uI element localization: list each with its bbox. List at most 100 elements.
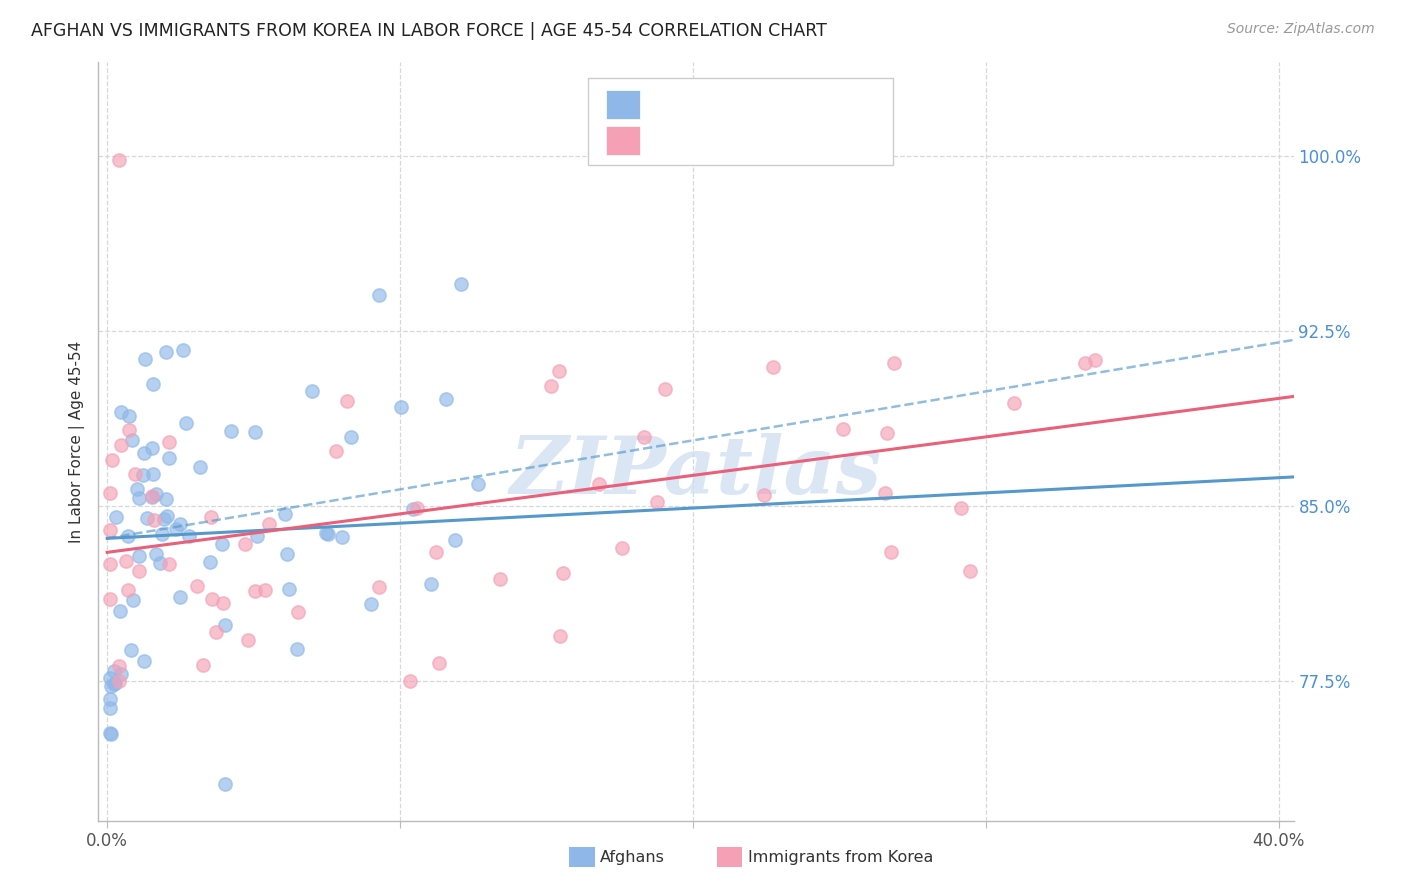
Point bbox=[104, 676, 127, 690]
Point bbox=[285, 641, 308, 656]
Point bbox=[100, 727, 122, 741]
Point bbox=[110, 666, 132, 681]
Point bbox=[132, 467, 155, 482]
Point bbox=[427, 657, 450, 671]
Point bbox=[169, 517, 191, 532]
Point bbox=[117, 582, 139, 597]
Point bbox=[259, 516, 281, 531]
Point bbox=[98, 558, 121, 572]
Text: 71: 71 bbox=[845, 95, 870, 113]
Text: Immigrants from Korea: Immigrants from Korea bbox=[748, 850, 934, 864]
Point bbox=[173, 343, 195, 358]
Point bbox=[274, 507, 297, 521]
Point bbox=[108, 659, 131, 673]
Bar bbox=[606, 126, 640, 155]
Point bbox=[110, 437, 132, 451]
Y-axis label: In Labor Force | Age 45-54: In Labor Force | Age 45-54 bbox=[69, 341, 84, 542]
Point bbox=[110, 405, 132, 419]
Point bbox=[883, 356, 905, 370]
Point bbox=[141, 489, 163, 503]
Point bbox=[402, 502, 425, 516]
Point bbox=[233, 537, 256, 551]
Point bbox=[339, 430, 361, 444]
Text: AFGHAN VS IMMIGRANTS FROM KOREA IN LABOR FORCE | AGE 45-54 CORRELATION CHART: AFGHAN VS IMMIGRANTS FROM KOREA IN LABOR… bbox=[31, 22, 827, 40]
Point bbox=[157, 450, 180, 465]
Point bbox=[316, 527, 339, 541]
Point bbox=[193, 657, 215, 672]
Point bbox=[124, 467, 146, 481]
Point bbox=[368, 288, 391, 302]
Point bbox=[434, 392, 457, 406]
Point bbox=[443, 533, 465, 547]
Point bbox=[98, 692, 121, 706]
Point bbox=[221, 424, 243, 438]
Point bbox=[135, 510, 157, 524]
Point bbox=[98, 671, 121, 685]
Text: Source: ZipAtlas.com: Source: ZipAtlas.com bbox=[1227, 22, 1375, 37]
Point bbox=[155, 491, 177, 506]
Point bbox=[128, 491, 150, 505]
Point bbox=[277, 582, 299, 596]
Point bbox=[179, 529, 201, 543]
Point bbox=[301, 384, 323, 398]
Point bbox=[1002, 396, 1025, 410]
Point bbox=[752, 488, 775, 502]
Point bbox=[633, 430, 655, 444]
Point bbox=[876, 426, 898, 441]
Point bbox=[103, 676, 125, 690]
Point bbox=[103, 664, 125, 678]
Point bbox=[134, 654, 156, 668]
Point bbox=[588, 477, 610, 491]
Point bbox=[141, 490, 163, 504]
Point bbox=[98, 592, 121, 607]
Point bbox=[212, 596, 235, 610]
Bar bbox=[606, 90, 640, 119]
Text: 0.281: 0.281 bbox=[706, 131, 762, 150]
Point bbox=[186, 579, 208, 593]
Point bbox=[425, 545, 447, 559]
Point bbox=[467, 477, 489, 491]
Text: ZIPatlas: ZIPatlas bbox=[510, 434, 882, 510]
Point bbox=[169, 590, 191, 604]
Point bbox=[155, 344, 177, 359]
Point bbox=[612, 541, 634, 555]
Text: 0.131: 0.131 bbox=[706, 95, 762, 113]
Point bbox=[959, 564, 981, 578]
Text: R =: R = bbox=[652, 131, 688, 150]
Point bbox=[236, 632, 259, 647]
Point bbox=[149, 556, 172, 570]
Point bbox=[145, 547, 167, 561]
Point bbox=[336, 393, 359, 408]
Point bbox=[190, 459, 212, 474]
Text: N =: N = bbox=[778, 131, 824, 150]
Text: 59: 59 bbox=[845, 131, 870, 150]
Point bbox=[243, 425, 266, 440]
Point bbox=[117, 529, 139, 543]
Text: Afghans: Afghans bbox=[600, 850, 665, 864]
FancyBboxPatch shape bbox=[589, 78, 893, 165]
Point bbox=[253, 582, 276, 597]
Point bbox=[108, 153, 131, 168]
Point bbox=[145, 486, 167, 500]
Point bbox=[246, 529, 269, 543]
Point bbox=[150, 526, 173, 541]
Point bbox=[128, 565, 150, 579]
Point bbox=[276, 547, 298, 561]
Point bbox=[553, 566, 575, 580]
Point bbox=[165, 522, 187, 536]
Point bbox=[875, 486, 897, 500]
Point bbox=[287, 605, 309, 619]
Point bbox=[120, 642, 142, 657]
Point bbox=[108, 604, 131, 618]
Point bbox=[201, 591, 224, 606]
Point bbox=[142, 513, 165, 527]
Point bbox=[762, 359, 785, 374]
Point bbox=[548, 630, 571, 644]
Point bbox=[214, 618, 236, 632]
Point bbox=[157, 435, 180, 450]
Point bbox=[114, 553, 136, 567]
Point bbox=[420, 577, 443, 591]
Point bbox=[134, 351, 156, 366]
Point bbox=[406, 500, 429, 515]
Point bbox=[98, 725, 121, 739]
